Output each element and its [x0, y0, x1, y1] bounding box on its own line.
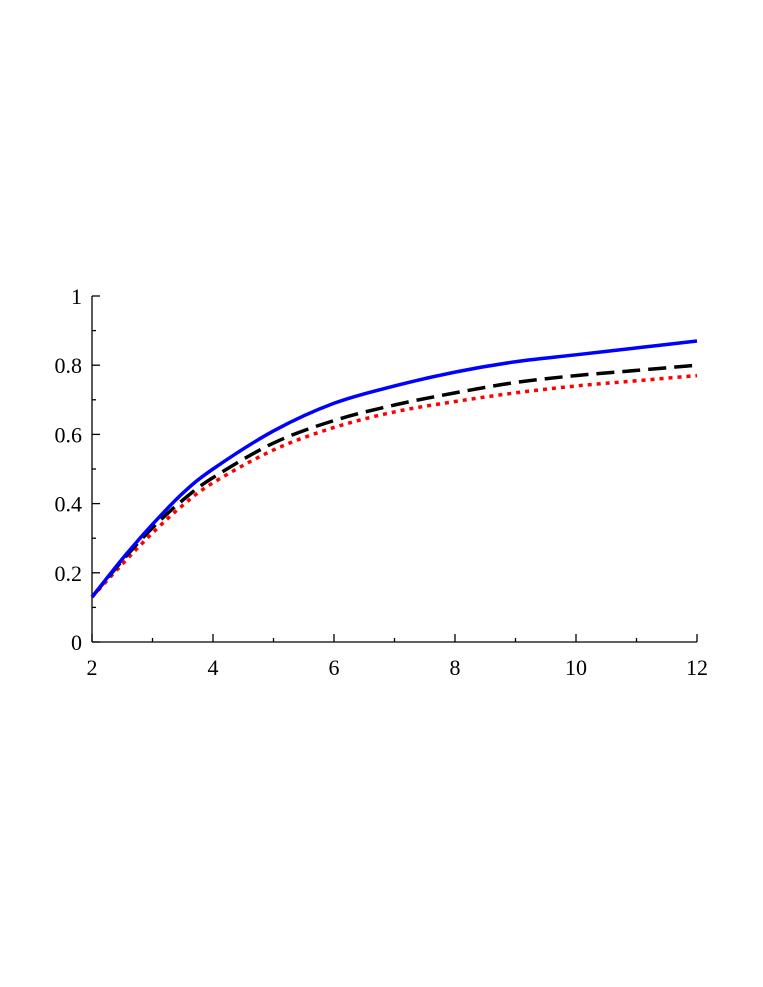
y-tick-label: 0.6: [55, 422, 83, 447]
y-tick-label: 1: [71, 284, 82, 309]
x-tick-label: 12: [686, 655, 708, 680]
y-tick-label: 0.8: [55, 353, 83, 378]
x-tick-label: 2: [87, 655, 98, 680]
y-tick-label: 0.4: [55, 492, 83, 517]
x-tick-label: 10: [565, 655, 587, 680]
axes: [91, 295, 698, 643]
series-line-dashed-black: [90, 363, 698, 599]
y-tick-label: 0.2: [55, 561, 83, 586]
x-tick-label: 4: [208, 655, 219, 680]
x-tick-label: 6: [329, 655, 340, 680]
series-line-solid-blue: [90, 339, 698, 599]
series-layer: [90, 339, 698, 599]
y-tick-label: 0: [71, 630, 82, 655]
x-tick-label: 8: [450, 655, 461, 680]
tick-labels: 2 4 6 8 10 12 0 0.2 0.4 0.6 0.8 1: [55, 284, 709, 680]
series-line-dotted-red: [90, 373, 698, 599]
